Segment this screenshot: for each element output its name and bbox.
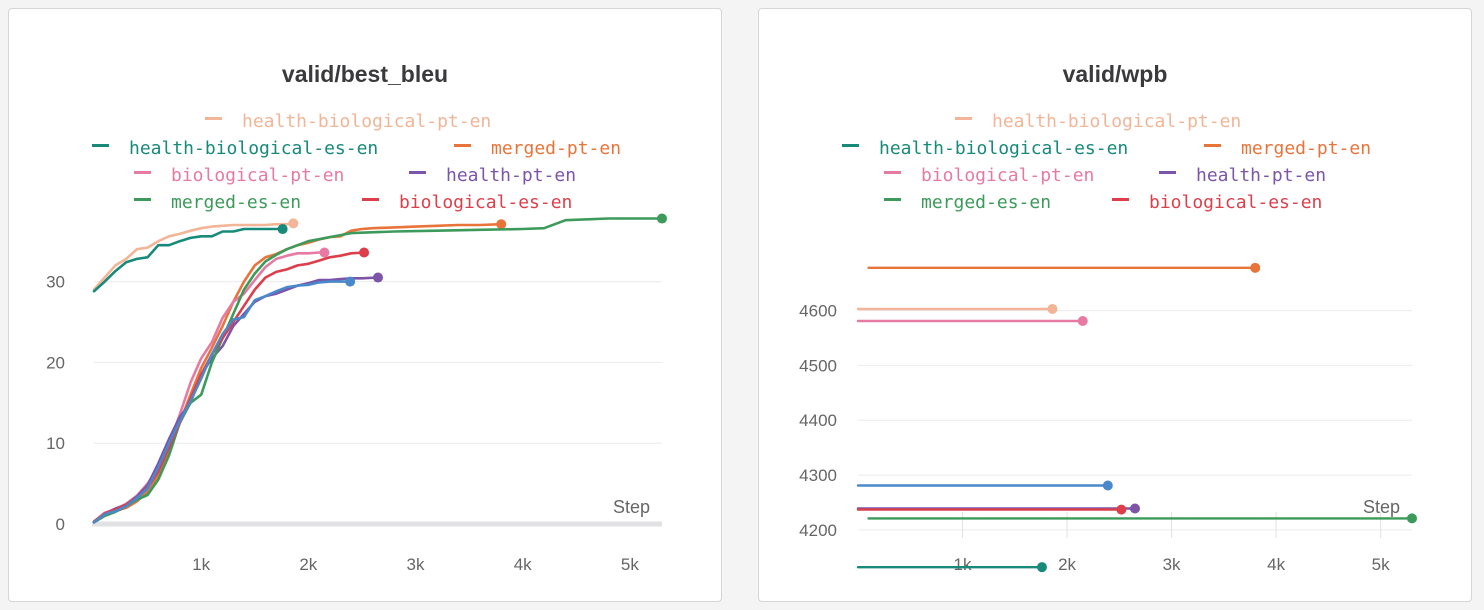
legend-swatch <box>92 143 109 147</box>
x-tick-label: 4k <box>1267 555 1285 574</box>
legend-item-merged-pt-en[interactable]: merged-pt-en <box>1204 137 1371 161</box>
legend-swatch <box>454 143 471 147</box>
series-line-health-biological-pt-en[interactable] <box>92 222 295 291</box>
legend-item-health-biological-es-en[interactable]: health-biological-es-en <box>92 137 378 161</box>
legend-label: health-biological-pt-en <box>242 111 492 132</box>
legend-swatch <box>1112 197 1129 201</box>
series-line-biological-es-en[interactable] <box>92 251 366 523</box>
legend-item-health-biological-pt-en[interactable]: health-biological-pt-en <box>205 110 491 134</box>
series-endpoint-health-biological-es-en[interactable] <box>1036 562 1047 573</box>
legend-swatch <box>884 197 901 201</box>
chart-panel-wpb: 4200 4300 4400 4500 4600 1k 2k 3k 4k 5k Step valid… <box>758 8 1472 602</box>
series-line-health-pt-en[interactable] <box>92 276 380 523</box>
legend-label: biological-es-en <box>1149 192 1323 213</box>
series-line-merged-es-en[interactable] <box>92 217 664 524</box>
series-endpoint-merged-es-en[interactable] <box>1407 513 1417 524</box>
x-tick-label: 1k <box>192 555 210 574</box>
series-endpoint-health-biological-es-en[interactable] <box>277 224 288 235</box>
x-tick-label: 3k <box>407 555 425 574</box>
x-tick-label: 3k <box>1163 555 1181 574</box>
legend-label: health-pt-en <box>446 165 577 186</box>
series-line-unlabeled[interactable] <box>92 280 352 524</box>
legend-swatch <box>409 170 426 174</box>
x-tick-label: 5k <box>1372 555 1390 574</box>
chart-title: valid/best_bleu <box>281 61 449 87</box>
legend-label: merged-es-en <box>171 192 302 213</box>
chart-panel-best-bleu: 0 10 20 30 1k 2k 3k 4k 5k Step valid/best_bleu he… <box>8 8 722 602</box>
legend-label: merged-es-en <box>921 192 1052 213</box>
grid <box>94 281 662 525</box>
x-tick-label: 4k <box>514 555 532 574</box>
legend-item-biological-pt-en[interactable]: biological-pt-en <box>134 164 344 188</box>
legend-swatch <box>205 116 222 120</box>
legend-item-health-biological-es-en[interactable]: health-biological-es-en <box>842 137 1128 161</box>
series-endpoint-health-pt-en[interactable] <box>1130 503 1140 514</box>
series-line-health-biological-es-en[interactable] <box>92 227 284 293</box>
series-endpoint-merged-es-en[interactable] <box>657 213 667 224</box>
legend-label: biological-es-en <box>399 192 573 213</box>
y-tick-label: 0 <box>56 515 65 534</box>
series-endpoint-biological-es-en[interactable] <box>1116 504 1127 515</box>
y-tick-label: 10 <box>46 434 65 453</box>
legend-swatch <box>1204 143 1221 147</box>
legend-item-merged-pt-en[interactable]: merged-pt-en <box>454 137 621 161</box>
y-tick-label: 4600 <box>799 302 837 321</box>
chart-title: valid/wpb <box>1062 61 1168 87</box>
x-axis-label: Step <box>613 497 650 517</box>
legend-label: health-biological-es-en <box>879 138 1129 159</box>
legend-label: biological-pt-en <box>921 165 1095 186</box>
legend-item-merged-es-en[interactable]: merged-es-en <box>884 191 1051 215</box>
legend-item-merged-es-en[interactable]: merged-es-en <box>134 191 301 215</box>
y-tick-label: 4200 <box>799 521 837 540</box>
legend-swatch <box>884 170 901 174</box>
legend-label: merged-pt-en <box>491 138 622 159</box>
series-endpoint-biological-es-en[interactable] <box>359 247 370 258</box>
series-endpoint-health-biological-pt-en[interactable] <box>1047 303 1058 314</box>
y-tick-label: 4500 <box>799 356 837 375</box>
x-tick-label: 2k <box>1058 555 1076 574</box>
y-tick-label: 30 <box>46 273 65 292</box>
chart-wpb: 4200 4300 4400 4500 4600 1k 2k 3k 4k 5k Step <box>799 262 1417 574</box>
legend-item-biological-es-en[interactable]: biological-es-en <box>1112 191 1322 215</box>
legend-item-health-pt-en[interactable]: health-pt-en <box>1159 164 1326 188</box>
legend-item-health-biological-pt-en[interactable]: health-biological-pt-en <box>955 110 1241 134</box>
y-tick-label: 4300 <box>799 466 837 485</box>
legend-swatch <box>842 143 859 147</box>
legend-label: health-biological-pt-en <box>992 111 1242 132</box>
chart-best-bleu: 0 10 20 30 1k 2k 3k 4k 5k Step <box>46 213 667 574</box>
series-endpoint-biological-pt-en[interactable] <box>1077 316 1088 327</box>
y-tick-label: 4400 <box>799 411 837 430</box>
x-tick-label: 1k <box>954 555 972 574</box>
legend-item-biological-pt-en[interactable]: biological-pt-en <box>884 164 1094 188</box>
legend-label: health-biological-es-en <box>129 138 379 159</box>
series-endpoint-merged-pt-en[interactable] <box>1250 262 1261 273</box>
y-tick-label: 20 <box>46 353 65 372</box>
x-tick-label: 5k <box>621 555 639 574</box>
legend-swatch <box>1159 170 1176 174</box>
legend-swatch <box>362 197 379 201</box>
x-tick-label: 2k <box>299 555 317 574</box>
legend-label: biological-pt-en <box>171 165 345 186</box>
legend-item-health-pt-en[interactable]: health-pt-en <box>409 164 576 188</box>
x-axis-label: Step <box>1363 497 1400 517</box>
series-endpoint-unlabeled[interactable] <box>345 276 356 287</box>
series-endpoint-health-biological-pt-en[interactable] <box>288 218 299 229</box>
legend-label: health-pt-en <box>1196 165 1327 186</box>
series-endpoint-health-pt-en[interactable] <box>373 272 383 283</box>
series-endpoint-merged-pt-en[interactable] <box>496 219 507 230</box>
series-line-biological-pt-en[interactable] <box>92 251 326 523</box>
series-endpoint-biological-pt-en[interactable] <box>319 247 330 258</box>
legend-swatch <box>955 116 972 120</box>
chart-legend: health-biological-pt-en health-biological… <box>759 9 1473 219</box>
series-line-merged-pt-en[interactable] <box>92 222 503 523</box>
grid <box>858 310 1412 538</box>
legend-label: merged-pt-en <box>1241 138 1372 159</box>
legend-item-biological-es-en[interactable]: biological-es-en <box>362 191 572 215</box>
legend-swatch <box>134 170 151 174</box>
series-endpoint-unlabeled[interactable] <box>1102 480 1113 491</box>
chart-legend: health-biological-pt-en health-biological… <box>9 9 723 219</box>
legend-swatch <box>134 197 151 201</box>
